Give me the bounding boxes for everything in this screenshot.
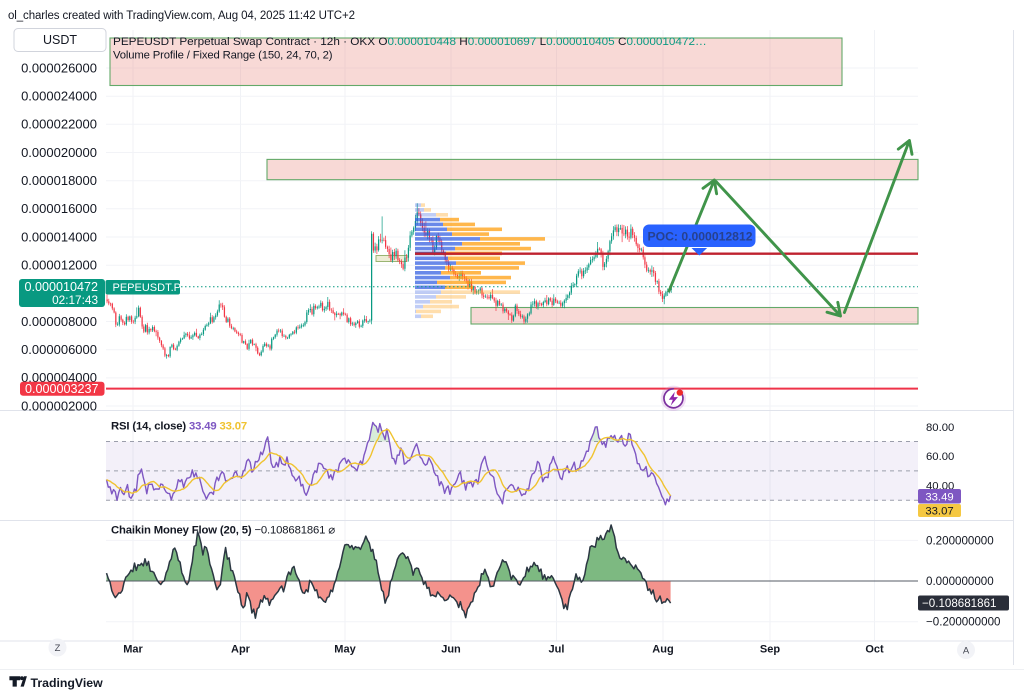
svg-text:Mar: Mar: [123, 644, 143, 656]
svg-text:Volume Profile / Fixed Range (: Volume Profile / Fixed Range (150, 24, 7…: [113, 49, 333, 61]
svg-text:Jul: Jul: [549, 644, 565, 656]
svg-text:33.49: 33.49: [925, 491, 953, 503]
svg-text:0.000002000: 0.000002000: [21, 398, 97, 413]
svg-text:0.000006000: 0.000006000: [21, 342, 97, 357]
svg-text:Z: Z: [55, 643, 61, 654]
svg-text:0.000004000: 0.000004000: [21, 370, 97, 385]
svg-text:Sep: Sep: [760, 644, 780, 656]
svg-text:0.000010472: 0.000010472: [24, 280, 98, 294]
svg-text:PEPEUSDT.P: PEPEUSDT.P: [113, 282, 181, 294]
svg-text:02:17:43: 02:17:43: [52, 293, 98, 307]
svg-text:Oct: Oct: [865, 644, 884, 656]
svg-text:0.000012000: 0.000012000: [21, 258, 97, 273]
svg-text:Jun: Jun: [441, 644, 461, 656]
svg-text:May: May: [334, 644, 356, 656]
svg-text:33.07: 33.07: [925, 505, 953, 517]
svg-text:0.000016000: 0.000016000: [21, 201, 97, 216]
svg-text:0.000026000: 0.000026000: [21, 60, 97, 75]
svg-text:0.000024000: 0.000024000: [21, 89, 97, 104]
svg-text:POC: 0.000012812: POC: 0.000012812: [647, 229, 752, 243]
svg-text:TradingView: TradingView: [31, 676, 104, 690]
svg-text:0.000018000: 0.000018000: [21, 173, 97, 188]
svg-text:0.000003237: 0.000003237: [25, 382, 99, 396]
svg-text:0.000014000: 0.000014000: [21, 229, 97, 244]
svg-text:0.000008000: 0.000008000: [21, 314, 97, 329]
svg-text:0.200000000: 0.200000000: [926, 534, 994, 547]
svg-text:0.000020000: 0.000020000: [21, 145, 97, 160]
svg-text:0.000022000: 0.000022000: [21, 117, 97, 132]
svg-text:USDT: USDT: [43, 33, 77, 47]
svg-text:−0.108681861: −0.108681861: [922, 597, 996, 610]
svg-text:Chaikin Money Flow (20, 5) −0: Chaikin Money Flow (20, 5) −0.108681861 …: [111, 525, 335, 537]
svg-text:PEPEUSDT Perpetual Swap Contra: PEPEUSDT Perpetual Swap Contract · 12h ·…: [113, 36, 707, 48]
svg-text:0.000000000: 0.000000000: [926, 575, 994, 588]
svg-text:Aug: Aug: [652, 644, 673, 656]
svg-text:Apr: Apr: [231, 644, 251, 656]
svg-text:A: A: [963, 646, 970, 657]
svg-text:ol_charles created with Tradin: ol_charles created with TradingView.com,…: [8, 10, 355, 22]
svg-text:80.00: 80.00: [926, 422, 954, 434]
svg-text:RSI (14, close) 33.49 33.07: RSI (14, close) 33.49 33.07: [111, 421, 247, 433]
svg-text:−0.200000000: −0.200000000: [926, 616, 1000, 629]
svg-text:60.00: 60.00: [926, 451, 954, 463]
